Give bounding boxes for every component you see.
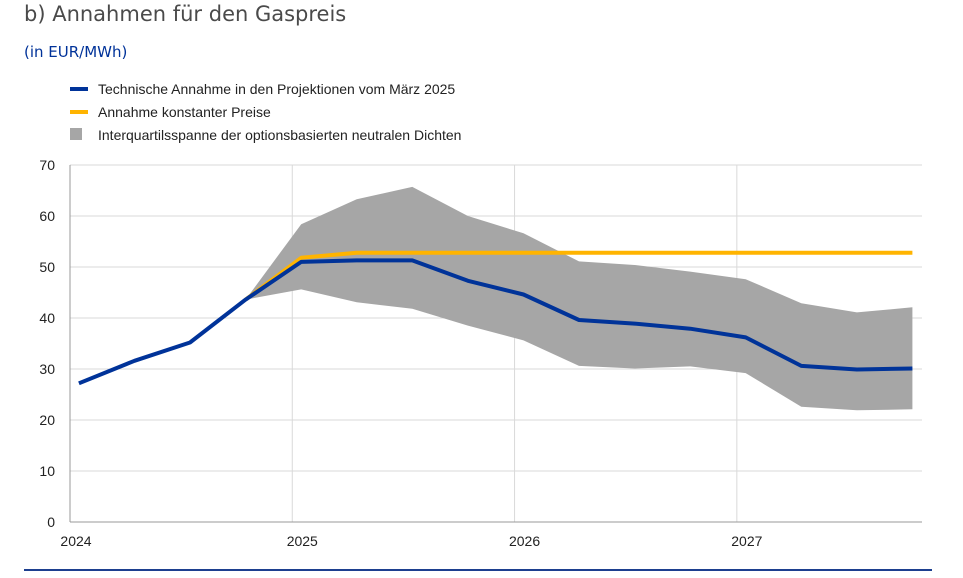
- x-tick-label: 2027: [731, 533, 762, 549]
- x-tick-label: 2026: [509, 533, 540, 549]
- lines-layer: [78, 250, 913, 386]
- x-tick-label: 2024: [60, 533, 91, 549]
- y-tick-label: 30: [39, 361, 55, 377]
- y-tick-label: 20: [39, 412, 55, 428]
- interquartile-band: [245, 186, 913, 411]
- y-tick-label: 70: [39, 157, 55, 173]
- band-layer: [245, 186, 913, 411]
- legend: Technische Annahme in den Projektionen v…: [70, 81, 461, 143]
- y-tick-label: 0: [47, 514, 55, 530]
- legend-label-constant: Annahme konstanter Preise: [98, 104, 271, 120]
- x-tick-label: 2025: [287, 533, 318, 549]
- legend-label-technical: Technische Annahme in den Projektionen v…: [98, 81, 455, 97]
- series-line-technical: [78, 258, 913, 386]
- y-tick-label: 10: [39, 463, 55, 479]
- y-tick-label: 50: [39, 259, 55, 275]
- legend-swatch-technical: [70, 87, 88, 91]
- legend-swatch-constant: [70, 110, 88, 114]
- grid: [70, 164, 922, 522]
- y-tick-label: 60: [39, 208, 55, 224]
- ticks-layer: 0 10 20 30 40 50 60 70 2024 2025 2026 2027: [39, 157, 762, 549]
- axes-layer: [69, 165, 922, 523]
- legend-label-band: Interquartilsspanne der optionsbasierten…: [98, 127, 461, 143]
- y-tick-label: 40: [39, 310, 55, 326]
- legend-swatch-band: [70, 128, 82, 140]
- bottom-rule: [24, 569, 932, 571]
- series-line-constant: [244, 250, 913, 302]
- chart-title: b) Annahmen für den Gaspreis: [24, 2, 347, 26]
- unit-label: (in EUR/MWh): [24, 43, 128, 61]
